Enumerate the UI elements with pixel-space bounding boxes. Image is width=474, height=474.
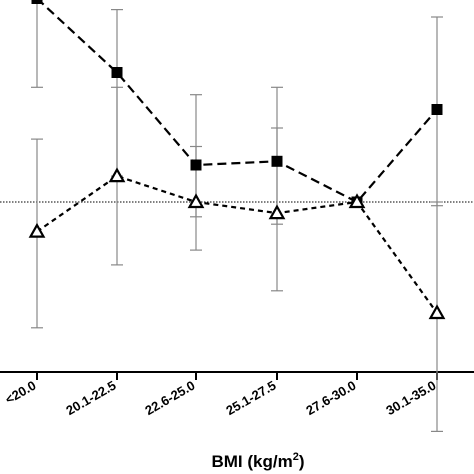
marker-triangle-2 <box>187 193 205 209</box>
x-tick-label-2: 22.6-25.0 <box>142 378 197 418</box>
marker-square-5 <box>431 104 443 115</box>
marker-triangle-5 <box>428 304 446 320</box>
marker-triangle-1 <box>108 167 126 183</box>
marker-triangle-3 <box>268 204 286 220</box>
x-tick-labels: <20.0 20.1-22.5 22.6-25.0 25.1-27.5 27.6-30.… <box>3 378 439 418</box>
marker-square-0 <box>31 0 43 4</box>
marker-triangle-0 <box>28 222 46 238</box>
series-line-1 <box>36 174 438 314</box>
marker-square-2 <box>190 159 202 171</box>
series-line-0 <box>37 0 438 204</box>
series-markers <box>28 0 446 320</box>
marker-square-3 <box>271 155 283 167</box>
marker-triangle-4 <box>348 193 366 209</box>
axes <box>0 371 474 380</box>
marker-square-1 <box>111 67 123 78</box>
series-lines <box>36 0 438 314</box>
x-tick-label-1: 20.1-22.5 <box>63 378 118 418</box>
x-tick-label-4: 27.6-30.0 <box>303 378 358 418</box>
x-tick-label-3: 25.1-27.5 <box>223 378 278 418</box>
x-tick-label-0: <20.0 <box>3 378 39 407</box>
error-bars <box>31 0 443 432</box>
x-tick-label-5: 30.1-35.0 <box>383 378 438 418</box>
x-axis-title: BMI (kg/m2) <box>211 451 304 471</box>
